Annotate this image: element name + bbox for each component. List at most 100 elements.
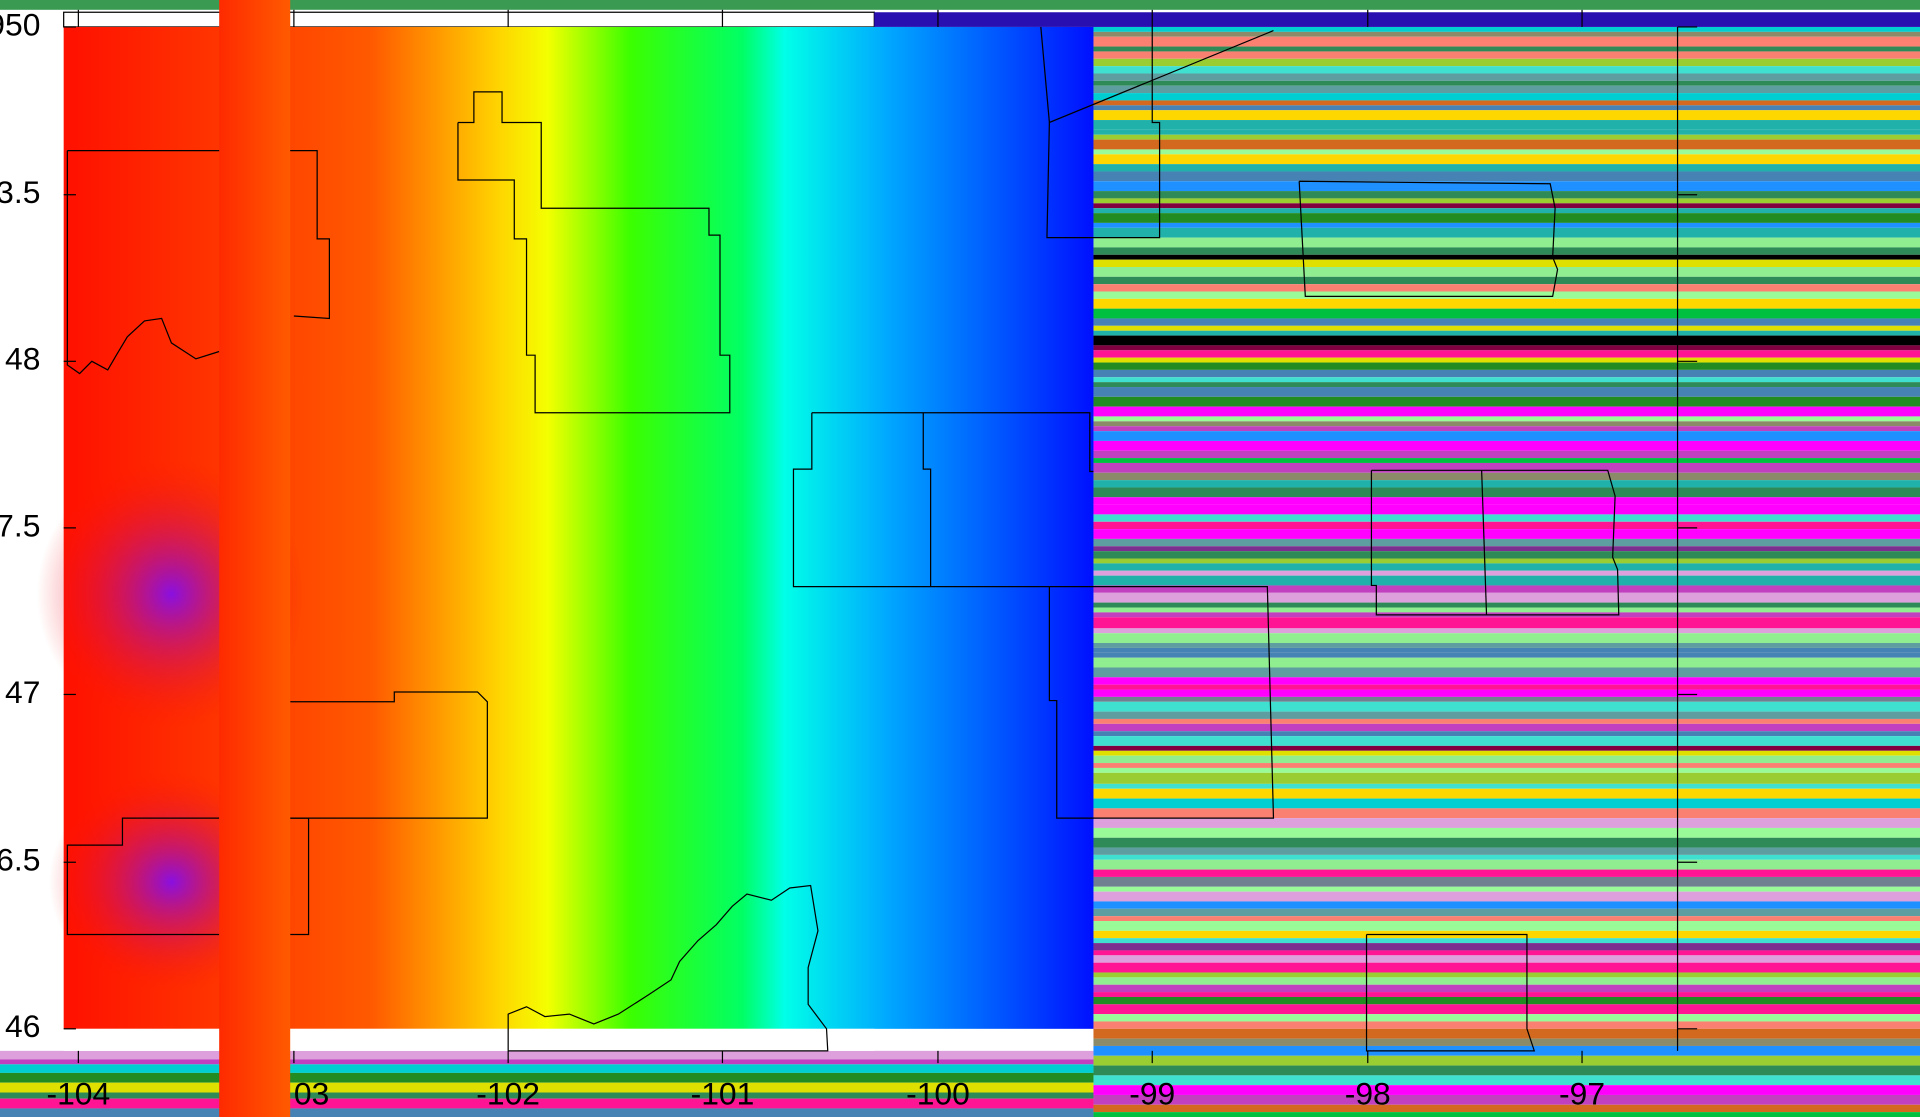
stripe [1093, 369, 1920, 378]
stripe [1093, 36, 1920, 47]
stripe [1093, 955, 1920, 963]
stripe [1093, 58, 1920, 67]
stripe [1093, 308, 1920, 319]
stripe [1093, 1112, 1920, 1117]
top-frame-dark [874, 12, 1920, 27]
stripe [1093, 876, 1920, 887]
vertical-artifact [219, 0, 291, 1117]
stripe [1093, 421, 1920, 427]
x-tick-label: -104 [47, 1076, 111, 1112]
stripe [0, 1050, 1094, 1060]
stripe [0, 1059, 1094, 1065]
stripe [1093, 684, 1920, 690]
stripe [1093, 607, 1920, 613]
stripe [1093, 426, 1920, 432]
stripe [1093, 350, 1920, 358]
stripe [1093, 51, 1920, 59]
stripe [1093, 657, 1920, 668]
stripe [1093, 938, 1920, 944]
stripe [0, 1098, 1094, 1109]
stripe [1093, 298, 1920, 309]
stripe [1093, 85, 1920, 94]
stripe [1093, 763, 1920, 768]
stripe [1093, 259, 1920, 268]
stripe [1093, 110, 1920, 121]
stripe [1093, 585, 1920, 593]
stripe [1093, 798, 1920, 809]
stripe [1093, 330, 1920, 336]
stripe [0, 1064, 1094, 1073]
stripe [1093, 247, 1920, 255]
stripe [1093, 440, 1920, 451]
stripe [1093, 181, 1920, 192]
stripe [1093, 546, 1920, 552]
stripe [1093, 667, 1920, 678]
stripe [1093, 66, 1920, 74]
stripe [1093, 521, 1920, 530]
stripe [1093, 772, 1920, 784]
stripe [1093, 254, 1920, 260]
stripe [1093, 718, 1920, 724]
stripe [1093, 854, 1920, 860]
stripe [1093, 26, 1920, 32]
stripe [1093, 237, 1920, 248]
stripe [1093, 731, 1920, 737]
stripe [1093, 827, 1920, 838]
stripe [1093, 325, 1920, 331]
stripe [1093, 563, 1920, 571]
stripe [1093, 643, 1920, 648]
stripe [1093, 696, 1920, 702]
stripe [1093, 396, 1920, 407]
stripe [1093, 837, 1920, 848]
stripe [0, 1108, 1094, 1117]
stripe [1093, 387, 1920, 397]
stripe [1093, 191, 1920, 199]
stripe [1093, 1075, 1920, 1086]
stripe [1093, 1104, 1920, 1113]
x-tick-label: 03 [294, 1076, 329, 1112]
stripe [1093, 859, 1920, 870]
stripe [1093, 891, 1920, 902]
stripe [1093, 984, 1920, 993]
y-tick-label: 3.5 [0, 174, 40, 210]
stripe [1093, 93, 1920, 101]
stripe [1093, 164, 1920, 172]
top-frame [63, 11, 875, 28]
stripe [1093, 462, 1920, 473]
stripe [1093, 538, 1920, 547]
stripe [1093, 977, 1920, 985]
stripe [1093, 689, 1920, 697]
stripe [1093, 1055, 1920, 1066]
stripe [1093, 1021, 1920, 1029]
stripe [1093, 80, 1920, 86]
stripe [1093, 213, 1920, 223]
stripe [1093, 406, 1920, 417]
stripe [1093, 996, 1920, 1005]
stripe [1093, 602, 1920, 608]
stripe [1093, 497, 1920, 505]
stripe [1093, 723, 1920, 732]
stripe [1093, 808, 1920, 819]
stripe [1093, 788, 1920, 799]
stripe [1093, 120, 1920, 130]
stripe [1093, 284, 1920, 292]
stripe [1093, 1038, 1920, 1046]
stripe [0, 1072, 1094, 1083]
stripe [1093, 633, 1920, 644]
y-tick-label: 4950 [0, 6, 40, 42]
stripe [1093, 886, 1920, 892]
stripe [1093, 227, 1920, 238]
stripe [1093, 767, 1920, 773]
stripe [1093, 570, 1920, 576]
x-tick-label: -97 [1559, 1076, 1605, 1112]
stripe [1093, 154, 1920, 165]
stripe [0, 1092, 1094, 1099]
stripe [1093, 558, 1920, 564]
stripe [1093, 149, 1920, 155]
stripe [1093, 869, 1920, 877]
stripe [1093, 992, 1920, 997]
stripe [1093, 318, 1920, 326]
stripe [1093, 208, 1920, 214]
